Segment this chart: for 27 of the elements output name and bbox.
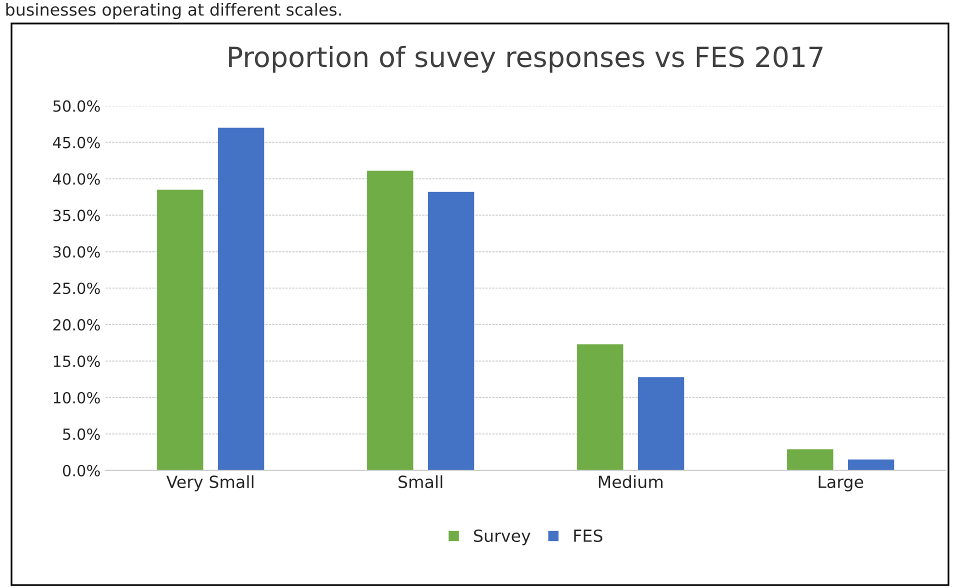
bar xyxy=(787,449,834,470)
bar xyxy=(638,377,684,470)
x-tick-label: Medium xyxy=(598,475,663,488)
bar xyxy=(577,344,624,470)
legend-label: FES xyxy=(574,529,602,542)
x-tick-label: Very Small xyxy=(166,475,254,492)
y-tick-label: 30.0% xyxy=(53,246,100,258)
bar xyxy=(428,192,474,470)
x-tick-label: Small xyxy=(398,475,442,488)
y-tick-label: 40.0% xyxy=(52,173,100,185)
x-tick-label: Large xyxy=(818,476,864,492)
legend-label: Survey xyxy=(474,529,530,546)
y-tick-label: 45.0% xyxy=(52,136,100,148)
bar xyxy=(157,190,204,470)
y-tick-label: 10.0% xyxy=(54,392,100,404)
y-tick-label: 50.0% xyxy=(53,100,100,112)
text: businesses operating at different scales. xyxy=(6,2,341,20)
y-tick-label: 0.0% xyxy=(62,464,100,476)
bar xyxy=(367,170,414,470)
y-tick-label: 20.0% xyxy=(53,319,100,331)
y-tick-label: 15.0% xyxy=(54,355,100,368)
y-tick-label: 25.0% xyxy=(53,282,100,294)
chart-title: Proportion of suvey responses vs FES 2017 xyxy=(229,46,822,73)
bar xyxy=(848,459,894,470)
y-tick-label: 5.0% xyxy=(63,428,100,440)
y-tick-label: 35.0% xyxy=(53,210,100,222)
bar xyxy=(218,128,264,470)
